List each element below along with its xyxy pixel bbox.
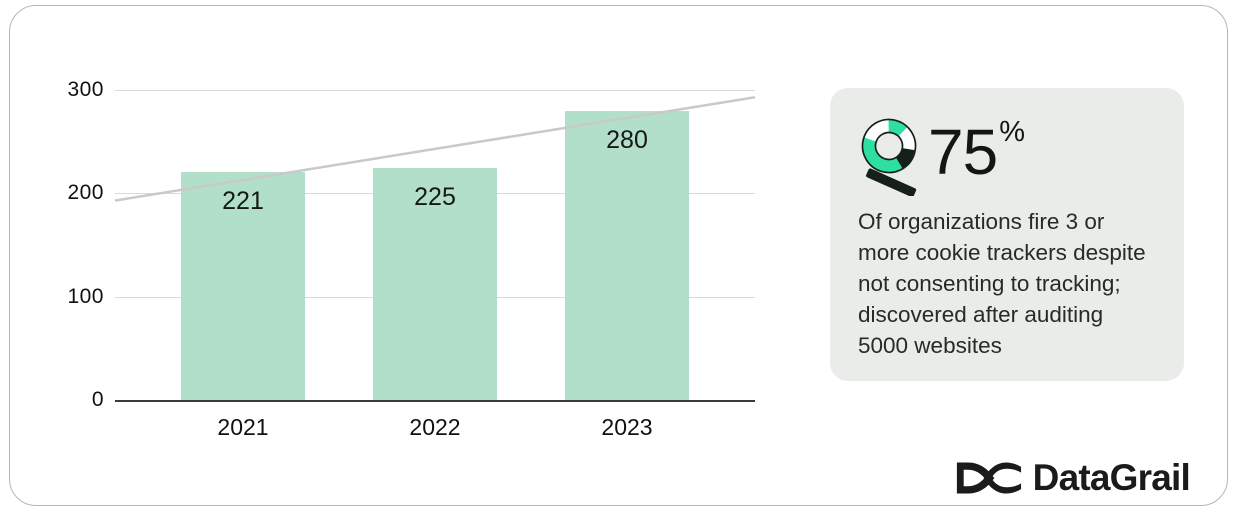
bar-value-label-2021: 221 bbox=[222, 186, 264, 215]
bar-2021 bbox=[181, 171, 305, 400]
y-tick-label-100: 100 bbox=[67, 284, 104, 308]
x-tick-label-2021: 2021 bbox=[217, 414, 269, 440]
cookie-trackers-bar-chart: 0 100 200 300 221 2021 225 2022 280 2023 bbox=[0, 78, 756, 440]
x-axis-line bbox=[115, 400, 755, 402]
donut-chart-magnifier-icon bbox=[861, 118, 917, 196]
stat-description: Of organizations fire 3 or more cookie t… bbox=[858, 209, 1146, 358]
x-tick-label-2023: 2023 bbox=[601, 414, 653, 440]
trendline bbox=[114, 95, 756, 202]
stat-card: 75 % Of organizations fire 3 or more coo… bbox=[830, 88, 1184, 381]
datagrail-logo: DataGrail bbox=[953, 457, 1191, 498]
datagrail-logo-mark bbox=[956, 462, 1021, 494]
datagrail-logo-text: DataGrail bbox=[1032, 457, 1191, 498]
bar-value-label-2023: 280 bbox=[606, 125, 648, 154]
stat-unit-percent: % bbox=[999, 116, 1025, 148]
stat-row: 75 % bbox=[858, 114, 1156, 196]
bar-value-label-2022: 225 bbox=[414, 182, 456, 211]
x-tick-label-2022: 2022 bbox=[409, 414, 461, 440]
y-tick-label-200: 200 bbox=[67, 181, 104, 205]
stat-value: 75 bbox=[928, 116, 998, 188]
bar-2023 bbox=[565, 110, 689, 400]
plot-area: 221 2021 225 2022 280 2023 bbox=[114, 90, 756, 440]
bar-2022 bbox=[373, 167, 497, 400]
y-tick-label-0: 0 bbox=[91, 388, 104, 411]
y-axis-tick-labels: 0 100 200 300 bbox=[0, 78, 104, 411]
y-tick-label-300: 300 bbox=[67, 78, 104, 101]
gridline-300 bbox=[115, 90, 755, 91]
